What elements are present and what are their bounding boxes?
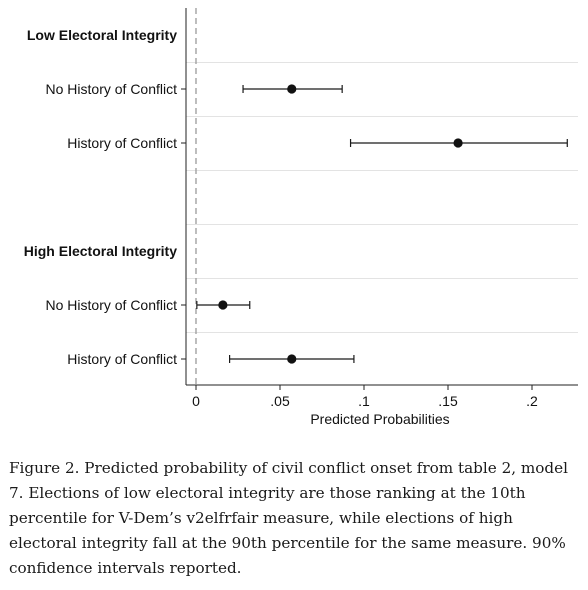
estimate-marks [196,84,568,364]
x-axis-title: Predicted Probabilities [310,411,449,427]
point-estimate [453,138,463,148]
x-axis-ticks: 0 .05 .1 .15 .2 [192,385,538,409]
group-header: Low Electoral Integrity [27,27,177,43]
x-tick-label: .2 [526,393,538,409]
figure-caption: Figure 2. Predicted probability of civil… [9,459,569,577]
gridlines [186,62,578,333]
point-estimate [287,84,297,94]
x-tick-label: .15 [438,393,458,409]
row-label: No History of Conflict [46,297,178,313]
x-tick-label: .1 [358,393,370,409]
row-labels: Low Electoral Integrity No History of Con… [24,27,186,367]
group-header: High Electoral Integrity [24,243,177,259]
x-tick-label: 0 [192,393,200,409]
coefficient-plot: Low Electoral Integrity No History of Con… [24,8,578,427]
x-tick-label: .05 [270,393,290,409]
row-label: History of Conflict [67,135,177,151]
row-label: History of Conflict [67,351,177,367]
point-estimate [287,354,297,364]
row-label: No History of Conflict [46,81,178,97]
point-estimate [218,300,228,310]
